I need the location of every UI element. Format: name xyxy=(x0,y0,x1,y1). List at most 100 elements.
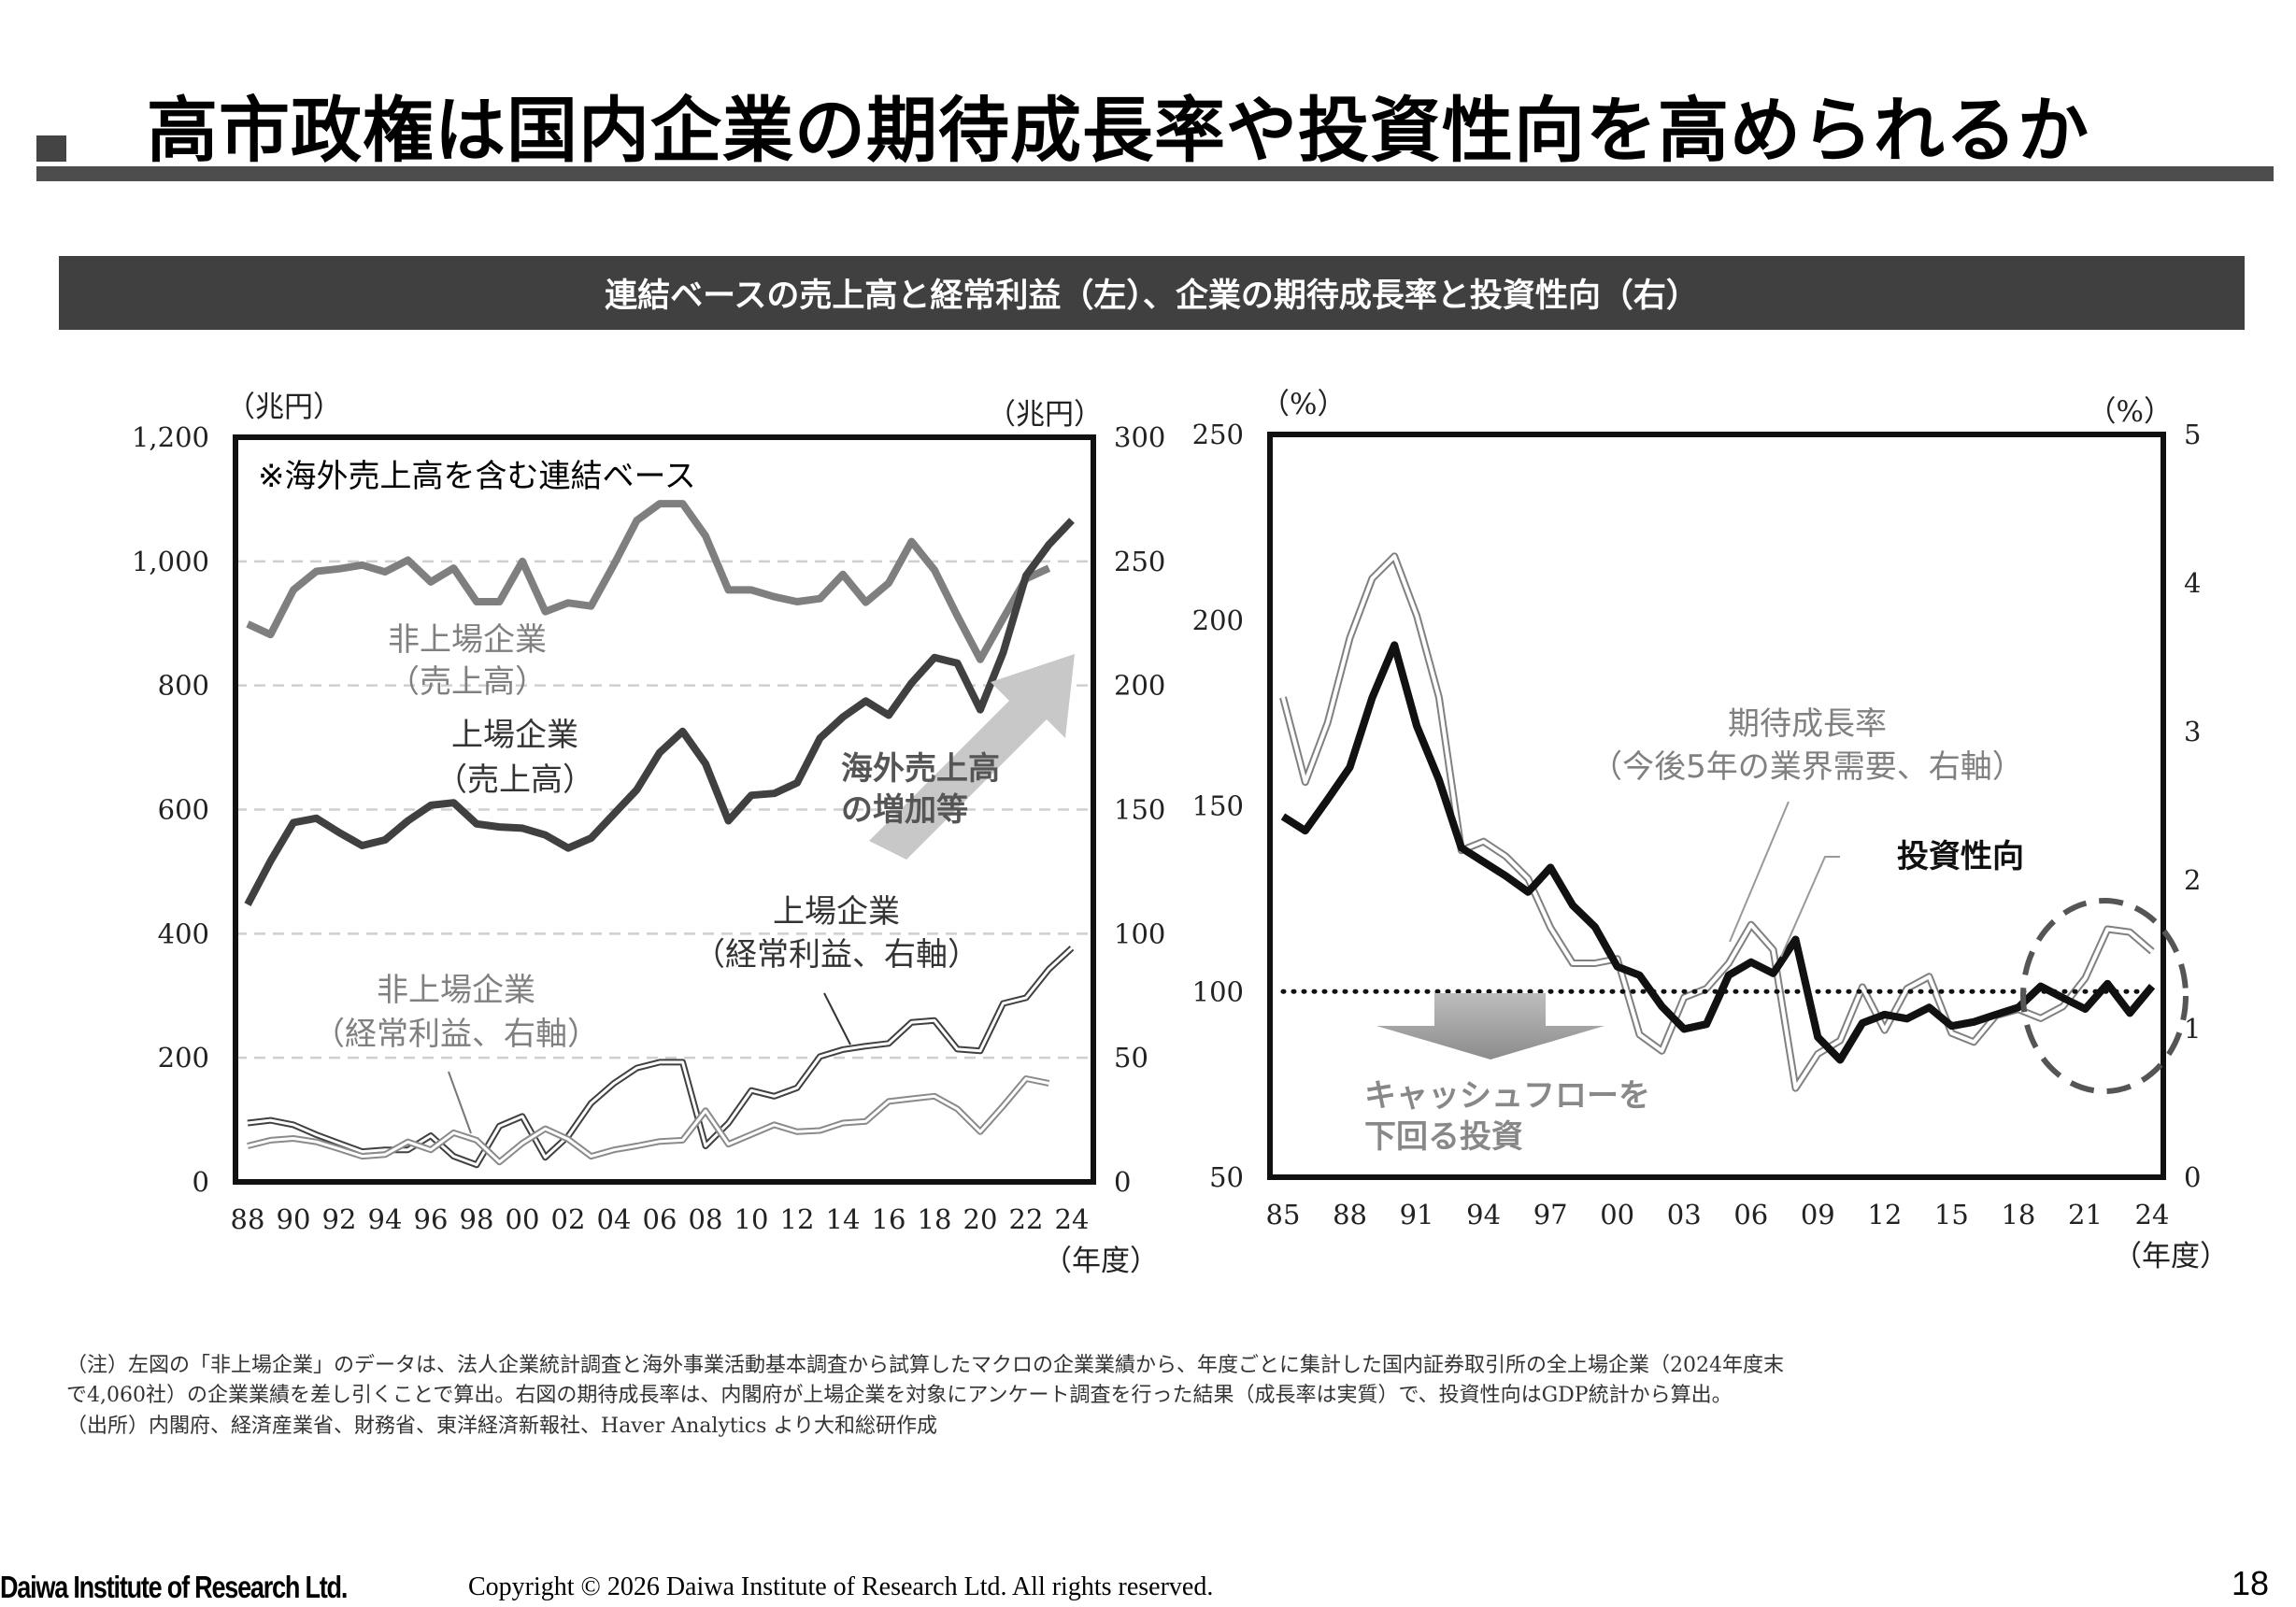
y-tick-left: 200 xyxy=(158,1042,209,1074)
title-divider xyxy=(36,166,2274,181)
series-label: （売上高） xyxy=(435,761,594,799)
x-tick: 96 xyxy=(414,1203,449,1235)
note-line-2: で4,060社）の企業業績を差し引くことで算出。右図の期待成長率は、内閣府が上場… xyxy=(66,1384,1733,1407)
highlight-circle xyxy=(2020,898,2189,1094)
x-tick: 94 xyxy=(368,1203,403,1235)
series-label: （売上高） xyxy=(388,663,547,701)
leader-line xyxy=(448,1071,472,1134)
source-line: （出所）内閣府、経済産業省、財務省、東洋経済新報社、Haver Analytic… xyxy=(66,1415,937,1438)
y-tick-right: 5 xyxy=(2184,419,2201,450)
y-tick-right: 100 xyxy=(1114,917,1165,949)
series-label: 非上場企業 xyxy=(377,972,535,1009)
series-line-4-inner xyxy=(247,1077,1049,1164)
x-tick: 12 xyxy=(780,1203,815,1235)
chart-note: ※海外売上高を含む連結ベース xyxy=(258,458,696,495)
x-tick: 20 xyxy=(963,1203,998,1235)
x-tick: 24 xyxy=(1055,1203,1090,1235)
y-tick-left: 150 xyxy=(1192,790,1244,822)
x-tick: 03 xyxy=(1667,1199,1702,1230)
x-tick: 97 xyxy=(1533,1199,1568,1230)
x-tick: 14 xyxy=(826,1203,861,1235)
left-chart: 02004006008001,0001,20005010015020025030… xyxy=(132,391,1165,1278)
series-label: 上場企業 xyxy=(773,893,900,931)
x-tick: 12 xyxy=(1867,1199,1902,1230)
x-tick: 88 xyxy=(231,1203,265,1235)
x-tick: 02 xyxy=(551,1203,586,1235)
x-tick: 24 xyxy=(2135,1199,2170,1230)
x-tick: 10 xyxy=(734,1203,769,1235)
x-tick: 18 xyxy=(2001,1199,2035,1230)
y-tick-right: 300 xyxy=(1114,421,1165,453)
leader-line xyxy=(823,992,851,1045)
y-tick-right: 250 xyxy=(1114,546,1165,577)
y-tick-right: 0 xyxy=(2184,1161,2201,1193)
x-tick: 94 xyxy=(1466,1199,1501,1230)
plot-frame xyxy=(233,434,1096,1185)
y-tick-left: 250 xyxy=(1192,419,1244,450)
increase-arrow xyxy=(869,654,1075,860)
series-label: 期待成長率 xyxy=(1728,705,1887,743)
x-tick: 00 xyxy=(506,1203,540,1235)
leader-line xyxy=(1729,801,1790,943)
x-tick: 88 xyxy=(1333,1199,1367,1230)
x-axis-unit: （年度） xyxy=(1043,1244,1159,1278)
x-axis-unit: （年度） xyxy=(2113,1240,2229,1273)
series-label: 海外売上高 xyxy=(841,750,1000,788)
y-tick-left: 200 xyxy=(1192,604,1244,636)
y-tick-left: 1,200 xyxy=(132,421,209,453)
y-tick-right: 150 xyxy=(1114,794,1165,826)
x-tick: 90 xyxy=(277,1203,311,1235)
x-tick: 15 xyxy=(1934,1199,1969,1230)
x-tick: 00 xyxy=(1600,1199,1634,1230)
series-label: （経常利益、右軸） xyxy=(313,1016,599,1053)
leader-line xyxy=(1780,856,1840,958)
x-tick: 98 xyxy=(460,1203,494,1235)
y-tick-left: 100 xyxy=(1192,975,1244,1007)
series-label: の増加等 xyxy=(841,791,968,829)
series-label: （経常利益、右軸） xyxy=(693,936,979,974)
y-tick-right: 4 xyxy=(2184,567,2201,599)
chart-banner: 連結ベースの売上高と経常利益（左）、企業の期待成長率と投資性向（右） xyxy=(59,256,2245,330)
series-line-2 xyxy=(244,518,1075,906)
down-arrow xyxy=(1376,993,1604,1059)
series-label: 下回る投資 xyxy=(1364,1118,1523,1156)
x-tick: 06 xyxy=(1733,1199,1768,1230)
left-axis-unit: （%） xyxy=(1261,388,1346,421)
x-tick: 04 xyxy=(597,1203,632,1235)
series-label: キャッシュフローを xyxy=(1364,1077,1650,1115)
title-marker xyxy=(36,135,66,162)
x-tick: 92 xyxy=(322,1203,357,1235)
plot-frame xyxy=(1267,432,2166,1180)
x-tick: 09 xyxy=(1801,1199,1835,1230)
x-tick: 22 xyxy=(1009,1203,1044,1235)
x-tick: 85 xyxy=(1266,1199,1301,1230)
left-axis-unit: （兆円） xyxy=(226,391,342,424)
y-tick-right: 3 xyxy=(2184,716,2201,747)
series-label: 非上場企業 xyxy=(388,621,547,659)
page-title: 高市政権は国内企業の期待成長率や投資性向を高められるか xyxy=(147,89,2089,172)
y-tick-right: 0 xyxy=(1114,1166,1131,1198)
banner-text: 連結ベースの売上高と経常利益（左）、企業の期待成長率と投資性向（右） xyxy=(605,277,1699,315)
right-axis-unit: （%） xyxy=(2088,395,2173,429)
x-tick: 06 xyxy=(643,1203,677,1235)
series-label: （今後5年の業界需要、右軸） xyxy=(1590,748,2024,786)
y-tick-left: 400 xyxy=(158,917,209,949)
y-tick-right: 200 xyxy=(1114,670,1165,702)
series-line-3 xyxy=(247,946,1075,1169)
y-tick-left: 0 xyxy=(193,1166,209,1198)
y-tick-right: 50 xyxy=(1114,1042,1148,1074)
right-axis-unit: （兆円） xyxy=(987,398,1103,432)
copyright: Copyright © 2026 Daiwa Institute of Rese… xyxy=(468,1572,1214,1601)
series-line-1 xyxy=(246,500,1051,663)
x-tick: 91 xyxy=(1400,1199,1434,1230)
company-logo: Daiwa Institute of Research Ltd. xyxy=(0,1570,348,1604)
invest-line-top xyxy=(1280,641,2156,1064)
x-tick: 21 xyxy=(2068,1199,2103,1230)
x-tick: 08 xyxy=(689,1203,723,1235)
y-tick-left: 600 xyxy=(158,794,209,826)
x-tick: 16 xyxy=(872,1203,906,1235)
y-tick-left: 800 xyxy=(158,670,209,702)
series-label: 上場企業 xyxy=(451,717,578,754)
